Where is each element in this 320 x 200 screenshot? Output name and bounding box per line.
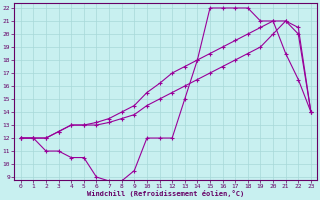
X-axis label: Windchill (Refroidissement éolien,°C): Windchill (Refroidissement éolien,°C) <box>87 190 244 197</box>
